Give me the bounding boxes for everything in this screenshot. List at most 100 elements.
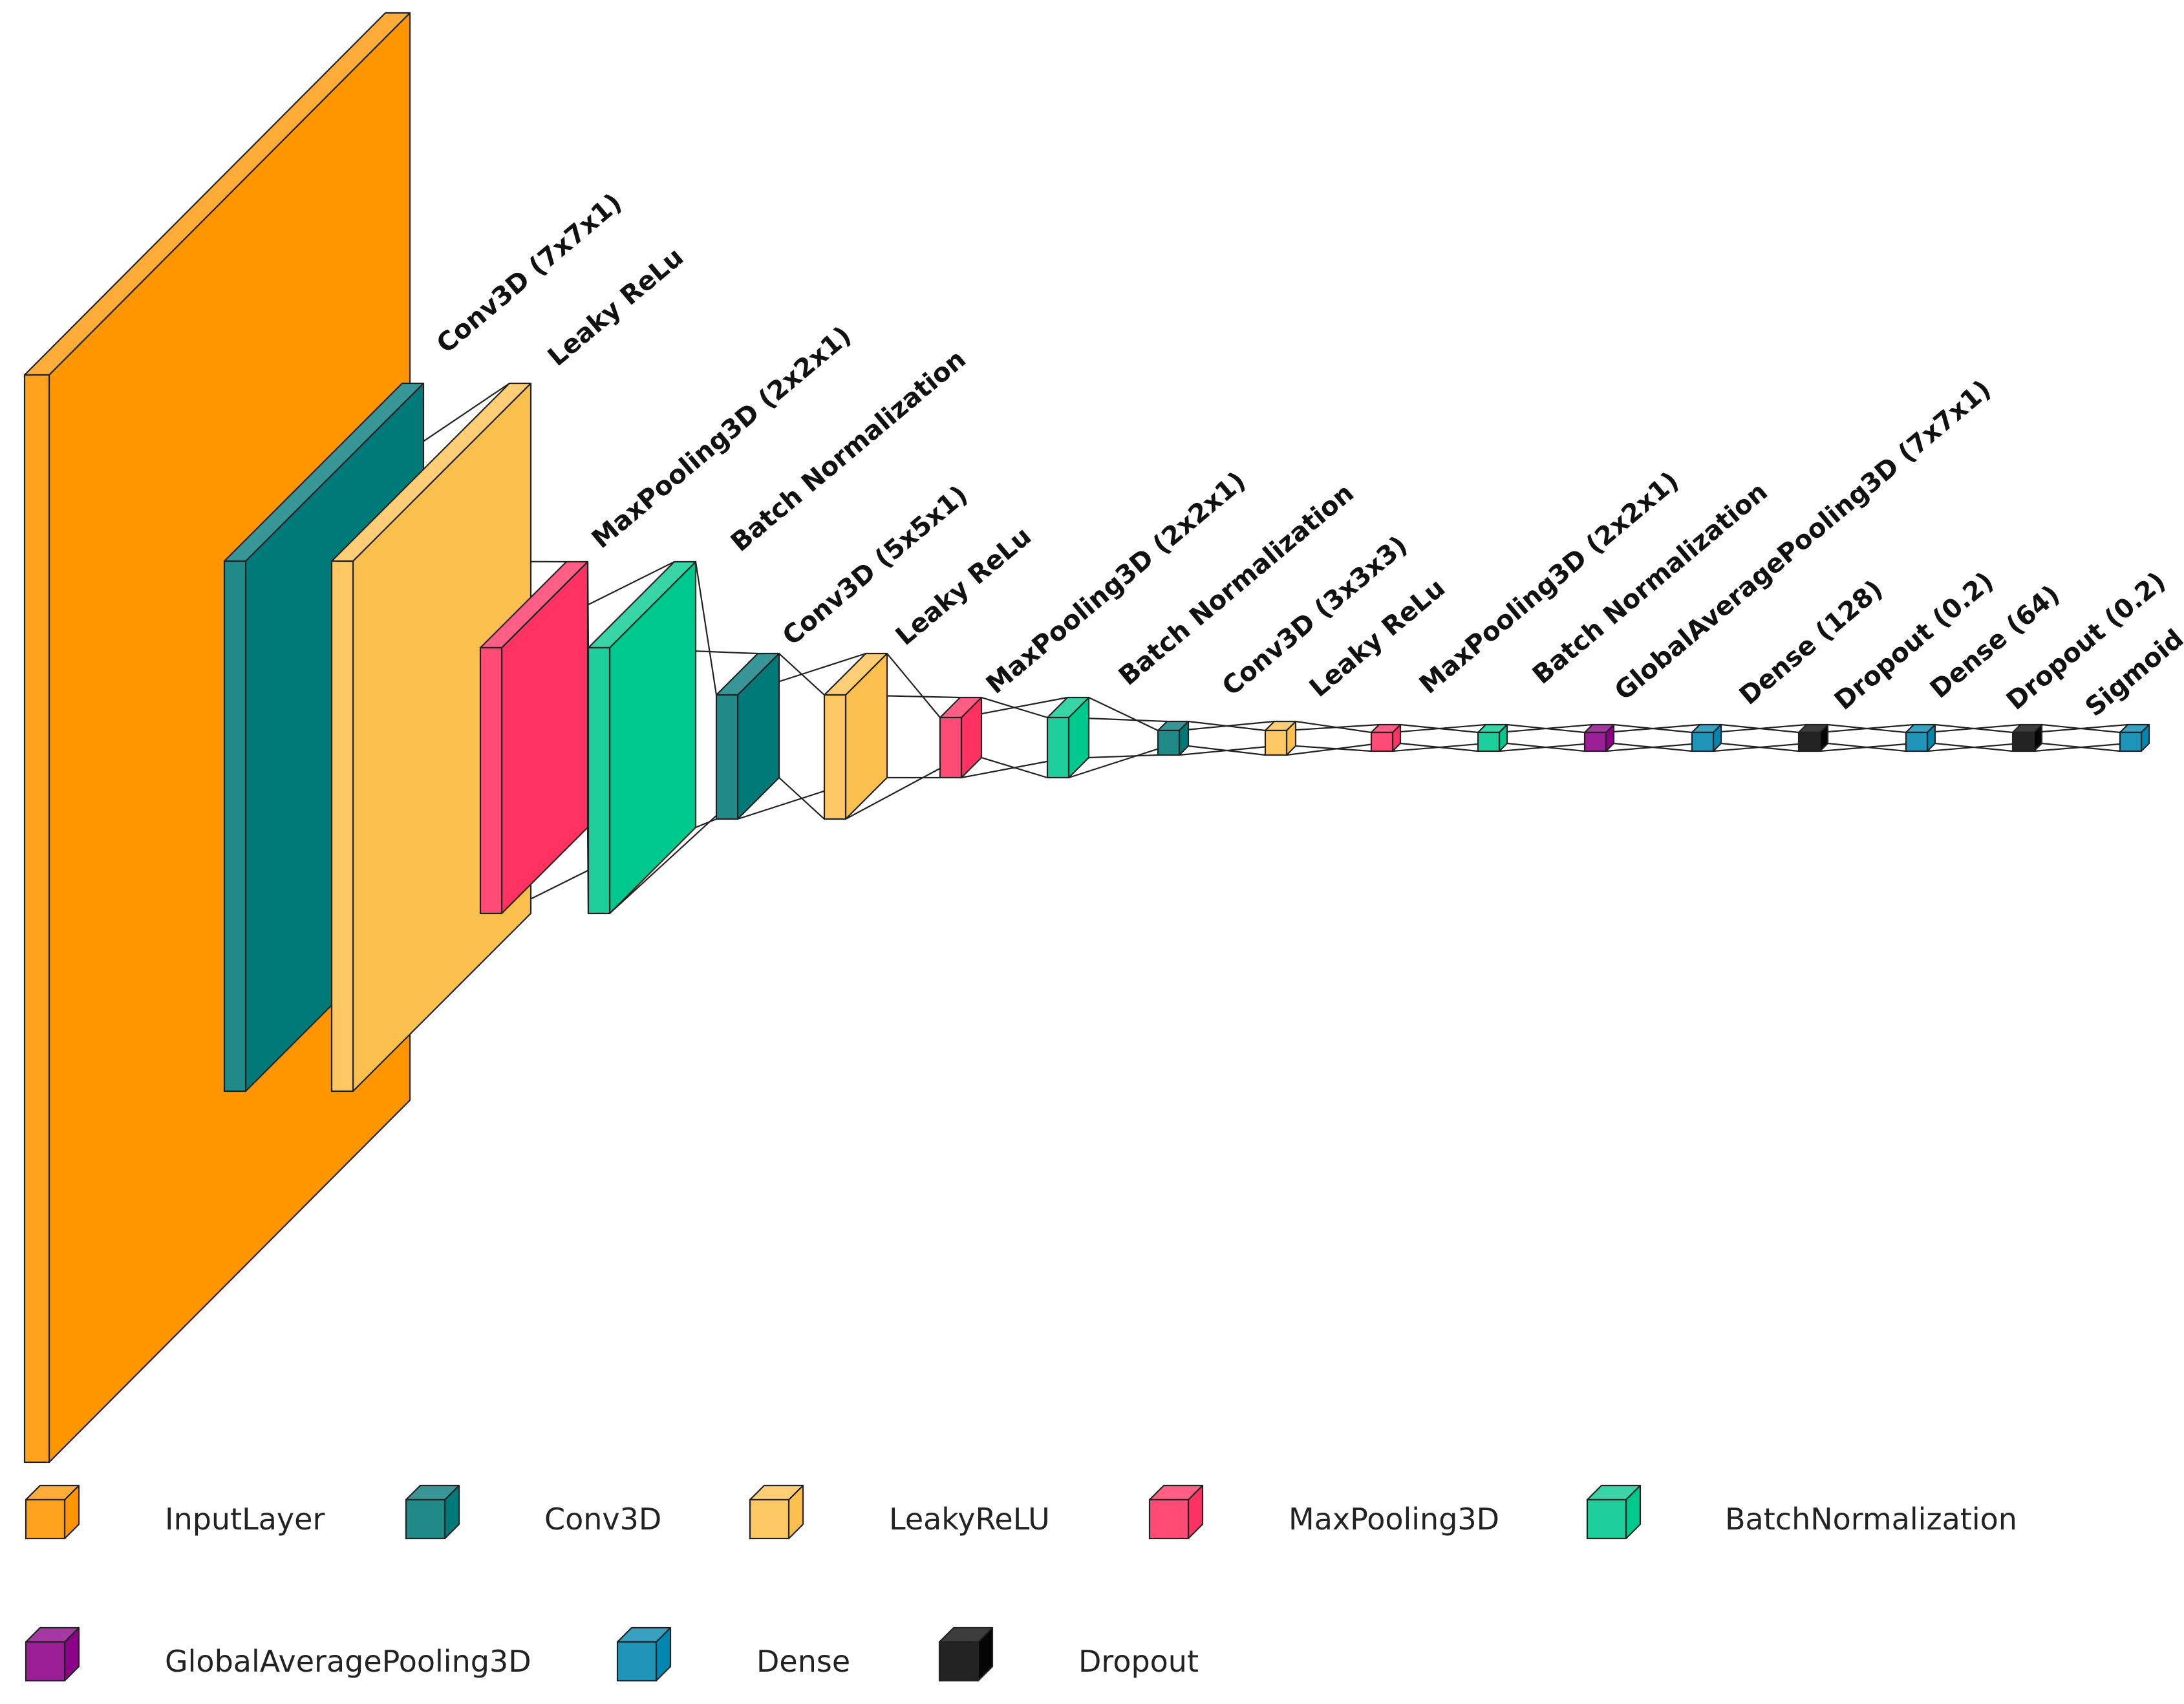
legend-item-conv: Conv3D — [405, 1484, 661, 1540]
connector-14-3 — [1605, 742, 1700, 752]
legend-item-relu: LeakyReLU — [749, 1484, 1050, 1540]
layer-block-17-dropout-front-face — [2011, 731, 2035, 752]
legend-label-pool: MaxPooling3D — [1289, 1502, 1499, 1537]
layer-block-13-gap-front-face — [1583, 731, 1607, 752]
legend-swatch-input — [25, 1484, 80, 1540]
layer-block-2-relu — [330, 382, 532, 1092]
blocks — [23, 12, 2150, 1464]
legend-swatch-conv — [405, 1484, 460, 1540]
connector-10-3 — [1179, 745, 1275, 756]
legend-swatch-dropout — [938, 1626, 994, 1682]
layer-block-6-relu-front-face — [823, 694, 847, 820]
connector-15-3 — [1713, 742, 1807, 752]
layer-block-16-dense — [1905, 723, 1936, 752]
legend-swatch-input-front-face — [25, 1498, 66, 1540]
connector-9-3 — [1068, 745, 1168, 779]
connector-11-3 — [1286, 742, 1380, 756]
connector-15-2 — [1713, 723, 1807, 734]
legend: InputLayer Conv3D LeakyReLU MaxPooling3D Bat… — [25, 1484, 2017, 1682]
legend-label-input: InputLayer — [165, 1502, 325, 1537]
legend-label-dense: Dense — [756, 1644, 850, 1679]
layer-label-17: Dropout (0.2) — [2001, 566, 2172, 716]
connector-16-3 — [1819, 742, 1914, 752]
connector-12-2 — [1392, 723, 1486, 734]
layer-block-8-bn-front-face — [1046, 716, 1070, 779]
layer-block-8-bn — [1046, 696, 1090, 779]
layer-block-4-bn-front-face — [587, 646, 611, 915]
connector-5-1 — [695, 818, 717, 829]
layer-block-1-conv-front-face — [223, 560, 247, 1092]
layer-block-14-dense — [1691, 723, 1722, 752]
legend-swatch-dropout-front-face — [938, 1641, 980, 1682]
layer-block-0-input-front-face — [23, 374, 50, 1464]
legend-label-relu: LeakyReLU — [889, 1502, 1050, 1537]
connector-14-2 — [1605, 723, 1700, 734]
layer-block-15-dropout — [1797, 723, 1829, 752]
layer-block-9-conv-front-face — [1157, 729, 1181, 756]
connector-5-0 — [694, 561, 718, 696]
connector-16-2 — [1819, 723, 1914, 734]
connector-17-2 — [1927, 723, 2021, 734]
legend-swatch-conv-front-face — [405, 1498, 446, 1540]
layer-blocks — [23, 12, 2150, 1464]
layer-block-4-bn — [587, 560, 697, 915]
layer-block-7-pool — [939, 696, 983, 779]
connector-7-0 — [886, 653, 941, 718]
legend-label-gap: GlobalAveragePooling3D — [165, 1644, 531, 1679]
legend-swatch-relu — [749, 1484, 804, 1540]
legend-item-gap: GlobalAveragePooling3D — [25, 1626, 531, 1682]
layer-block-18-dense-front-face — [2119, 731, 2143, 752]
legend-swatch-gap-front-face — [25, 1641, 66, 1682]
layer-block-13-gap — [1583, 723, 1615, 752]
layer-block-11-pool — [1370, 723, 1402, 752]
legend-label-dropout: Dropout — [1078, 1644, 1199, 1679]
layer-block-17-dropout — [2011, 723, 2043, 752]
legend-swatch-dense — [616, 1626, 672, 1682]
connector-17-3 — [1927, 742, 2021, 752]
connector-18-3 — [2033, 742, 2128, 752]
legend-swatch-relu-front-face — [749, 1498, 790, 1540]
layer-block-3-pool — [479, 560, 589, 915]
layer-block-12-bn-front-face — [1477, 731, 1501, 752]
connector-12-3 — [1392, 742, 1486, 752]
legend-swatch-pool — [1148, 1484, 1204, 1540]
legend-item-input: InputLayer — [25, 1484, 325, 1540]
layer-block-2-relu-front-face — [330, 560, 354, 1092]
legend-label-bn: BatchNormalization — [1725, 1502, 2017, 1537]
layer-block-14-dense-front-face — [1691, 731, 1715, 752]
connector-13-2 — [1499, 723, 1593, 734]
layer-block-15-dropout-front-face — [1797, 731, 1821, 752]
legend-swatch-gap — [25, 1626, 80, 1682]
legend-swatch-bn — [1586, 1484, 1642, 1540]
layer-label-7: MaxPooling3D (2x2x1) — [981, 466, 1252, 700]
layer-block-16-dense-front-face — [1905, 731, 1929, 752]
connector-13-3 — [1499, 742, 1593, 752]
connector-9-0 — [1088, 697, 1159, 731]
legend-swatch-dense-front-face — [616, 1641, 658, 1682]
layer-block-5-conv-front-face — [715, 694, 739, 820]
connector-18-2 — [2033, 723, 2128, 734]
legend-swatch-pool-front-face — [1148, 1498, 1190, 1540]
layer-block-9-conv — [1157, 720, 1190, 756]
connector-11-2 — [1286, 723, 1380, 732]
connector-10-2 — [1179, 720, 1275, 732]
layer-block-6-relu — [823, 652, 888, 820]
legend-item-dense: Dense — [616, 1626, 850, 1682]
layer-label-3: MaxPooling3D (2x2x1) — [586, 321, 857, 555]
legend-item-dropout: Dropout — [938, 1626, 1199, 1682]
connector-9-1 — [1088, 754, 1159, 759]
layer-block-11-pool-front-face — [1370, 731, 1394, 752]
legend-item-pool: MaxPooling3D — [1148, 1484, 1499, 1540]
layer-label-8: Batch Normalization — [1113, 478, 1360, 692]
legend-label-conv: Conv3D — [544, 1502, 661, 1537]
layer-block-12-bn — [1477, 723, 1508, 752]
layer-block-10-relu — [1264, 720, 1297, 756]
legend-swatch-bn-front-face — [1586, 1498, 1627, 1540]
layer-block-5-conv — [715, 652, 780, 820]
layer-block-7-pool-front-face — [939, 716, 963, 779]
layer-block-18-dense — [2119, 723, 2150, 752]
legend-item-bn: BatchNormalization — [1586, 1484, 2017, 1540]
layer-block-3-pool-front-face — [479, 646, 503, 915]
layer-block-10-relu-front-face — [1264, 729, 1288, 756]
